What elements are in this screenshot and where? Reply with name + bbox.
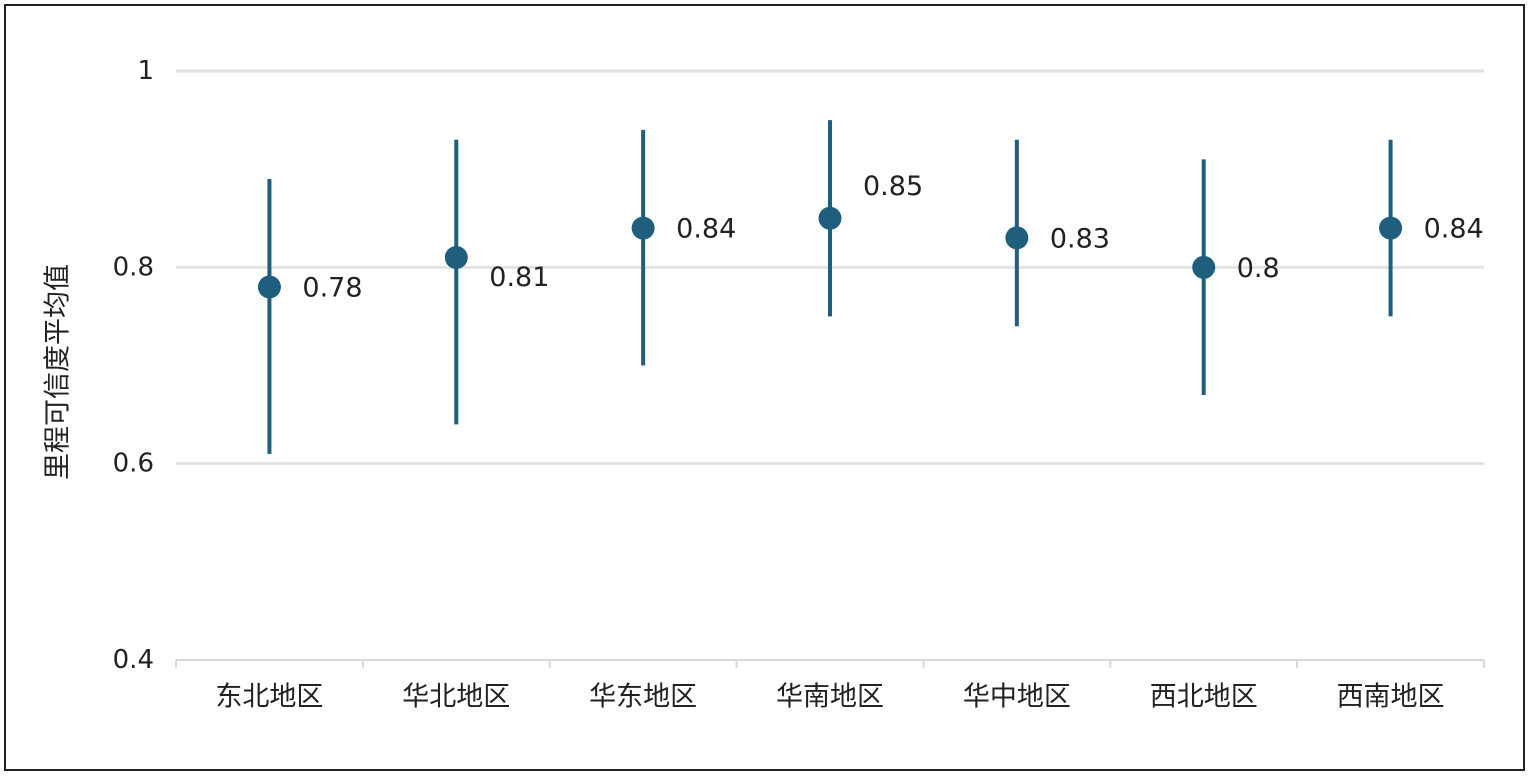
- data-point: [444, 246, 468, 270]
- x-category-label: 华东地区: [589, 682, 697, 713]
- data-point: [1005, 226, 1029, 250]
- y-axis: 0.4 0.6 0.8 1: [113, 56, 154, 675]
- x-axis: 东北地区 华北地区 华东地区 华南地区 华中地区 西北地区 西南地区: [175, 659, 1485, 713]
- data-point: [1379, 216, 1403, 240]
- data-point: [1192, 255, 1216, 279]
- data-label: 0.78: [302, 272, 362, 303]
- x-category-label: 华南地区: [776, 682, 884, 713]
- x-category-label: 东北地区: [215, 682, 323, 713]
- data-label: 0.85: [863, 171, 923, 202]
- x-category-label: 华北地区: [402, 682, 510, 713]
- data-label: 0.83: [1050, 223, 1110, 254]
- y-tick-label: 0.6: [113, 449, 154, 479]
- y-tick-label: 0.8: [113, 252, 154, 282]
- y-tick-label: 1: [137, 56, 154, 86]
- data-label: 0.8: [1237, 253, 1280, 284]
- data-point: [631, 216, 655, 240]
- y-axis-title: 里程可信度平均值: [43, 264, 74, 480]
- data-label: 0.84: [676, 214, 736, 245]
- data-marks: 0.78 0.81 0.84 0.85 0.83 0.8 0.84: [257, 120, 1484, 454]
- data-point: [257, 275, 281, 299]
- chart-frame: [4, 4, 1525, 771]
- data-label: 0.84: [1424, 214, 1484, 245]
- y-tick-label: 0.4: [113, 645, 154, 675]
- x-category-label: 华中地区: [963, 682, 1071, 713]
- data-label: 0.81: [489, 262, 549, 293]
- x-category-label: 西北地区: [1150, 682, 1258, 713]
- data-point: [818, 206, 842, 230]
- x-category-label: 西南地区: [1337, 682, 1445, 713]
